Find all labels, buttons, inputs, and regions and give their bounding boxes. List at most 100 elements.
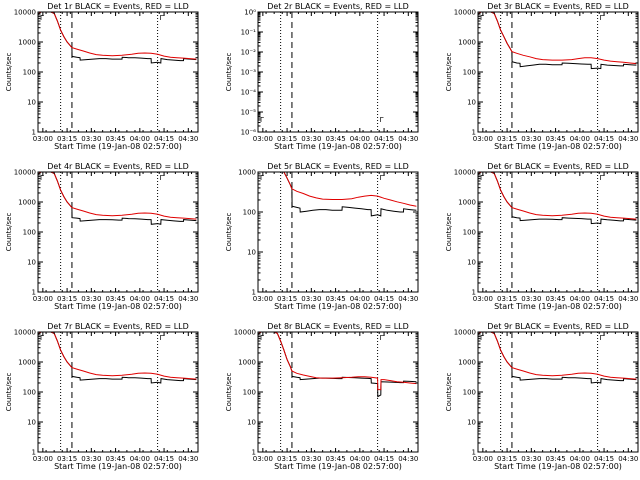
panel-title: Det 3r BLACK = Events, RED = LLD: [487, 2, 629, 11]
x-tick-label: 04:00: [570, 295, 590, 303]
axes-frame: [37, 171, 199, 293]
events-series-line: [258, 172, 417, 217]
x-tick-label: 03:00: [33, 295, 53, 303]
x-tick-label: 03:00: [473, 295, 493, 303]
x-tick-label: 03:30: [301, 135, 321, 143]
x-tick-label: 04:00: [350, 295, 370, 303]
x-tick-label: 03:15: [277, 455, 297, 463]
x-tick-label: 03:45: [325, 295, 345, 303]
x-tick-label: 04:30: [398, 455, 418, 463]
bracket-annotation: Γ: [380, 174, 384, 182]
x-tick-label: 04:00: [130, 135, 150, 143]
y-tick-label: 100: [23, 389, 36, 397]
y-tick-label: 1000: [458, 199, 476, 207]
x-tick-label: 04:30: [618, 135, 638, 143]
y-tick-label: 10: [27, 259, 36, 267]
x-tick-label: 04:00: [570, 455, 590, 463]
lld-series-line: [478, 12, 637, 65]
y-axis-label: Counts/sec: [5, 53, 13, 92]
y-tick-label: 100: [243, 209, 256, 217]
y-axis-label: Counts/sec: [445, 373, 453, 412]
y-tick-label: 1000: [18, 359, 36, 367]
x-tick-label: 04:15: [594, 135, 614, 143]
x-tick-label: 04:30: [618, 455, 638, 463]
y-tick-label: 1: [252, 449, 256, 457]
x-tick-label: 04:15: [374, 455, 394, 463]
x-tick-label: 03:00: [33, 455, 53, 463]
y-tick-label: 10: [27, 99, 36, 107]
lld-series-line: [38, 172, 197, 220]
bracket-annotation: Γ: [380, 334, 384, 342]
y-tick-label: 100: [23, 229, 36, 237]
x-tick-label: 04:00: [130, 455, 150, 463]
x-tick-label: 03:00: [253, 455, 273, 463]
bracket-annotation: Γ: [380, 116, 384, 124]
y-tick-label: 100: [23, 69, 36, 77]
x-tick-label: 03:30: [301, 455, 321, 463]
y-axis-label: Counts/sec: [5, 373, 13, 412]
x-tick-label: 03:00: [473, 455, 493, 463]
y-tick-label: 1: [252, 289, 256, 297]
y-tick-label: 1000: [238, 169, 256, 177]
y-tick-label: 1: [32, 129, 36, 137]
panel-title: Det 4r BLACK = Events, RED = LLD: [47, 162, 189, 171]
x-tick-label: 04:15: [594, 295, 614, 303]
x-tick-label: 03:15: [497, 455, 517, 463]
y-tick-label: 1: [32, 449, 36, 457]
y-tick-label: 1000: [18, 39, 36, 47]
y-tick-label: 10000: [14, 9, 36, 17]
axes-frame: [37, 11, 199, 133]
y-tick-label: 10: [467, 259, 476, 267]
y-tick-label: 100: [463, 389, 476, 397]
lld-series-line: [478, 172, 637, 220]
panel-title: Det 2r BLACK = Events, RED = LLD: [267, 2, 409, 11]
bracket-annotation: Γ: [260, 334, 264, 342]
panel-title: Det 9r BLACK = Events, RED = LLD: [487, 322, 629, 331]
x-tick-label: 04:00: [350, 455, 370, 463]
y-axis-label: Counts/sec: [445, 213, 453, 252]
x-tick-label: 04:15: [374, 295, 394, 303]
y-tick-label: 10: [247, 419, 256, 427]
x-tick-label: 03:30: [81, 135, 101, 143]
lld-series-line: [38, 332, 197, 380]
y-tick-label: 10⁻²: [241, 49, 257, 57]
y-axis-label: Counts/sec: [5, 213, 13, 252]
axes-frame: [257, 11, 419, 133]
y-tick-label: 10: [27, 419, 36, 427]
x-tick-label: 03:00: [253, 135, 273, 143]
y-tick-label: 1000: [18, 199, 36, 207]
y-tick-label: 10000: [14, 329, 36, 337]
axes-frame: [257, 171, 419, 293]
y-tick-label: 10000: [14, 169, 36, 177]
x-tick-label: 03:00: [253, 295, 273, 303]
x-tick-label: 03:45: [105, 295, 125, 303]
x-axis-label: Start Time (19-Jan-08 02:57:00): [54, 302, 182, 311]
y-axis-label: Counts/sec: [225, 213, 233, 252]
axes-frame: [477, 171, 639, 293]
y-tick-label: 10000: [454, 9, 476, 17]
axes-frame: [477, 11, 639, 133]
x-tick-label: 03:30: [81, 455, 101, 463]
y-tick-label: 10: [467, 419, 476, 427]
x-tick-label: 03:15: [57, 135, 77, 143]
y-tick-label: 10⁻³: [241, 69, 257, 77]
x-axis-label: Start Time (19-Jan-08 02:57:00): [54, 462, 182, 471]
x-tick-label: 03:45: [325, 455, 345, 463]
y-tick-label: 10⁻⁵: [241, 109, 257, 117]
y-tick-label: 1: [472, 129, 476, 137]
x-tick-label: 03:15: [57, 455, 77, 463]
bracket-annotation: Γ: [600, 334, 604, 342]
x-tick-label: 04:15: [594, 455, 614, 463]
y-tick-label: 10⁰: [244, 9, 256, 17]
axes-frame: [477, 331, 639, 453]
y-tick-label: 1: [472, 449, 476, 457]
x-tick-label: 03:30: [301, 295, 321, 303]
axes-frame: [257, 331, 419, 453]
x-axis-label: Start Time (19-Jan-08 02:57:00): [274, 142, 402, 151]
y-axis-label: Counts/sec: [445, 53, 453, 92]
x-tick-label: 04:00: [570, 135, 590, 143]
